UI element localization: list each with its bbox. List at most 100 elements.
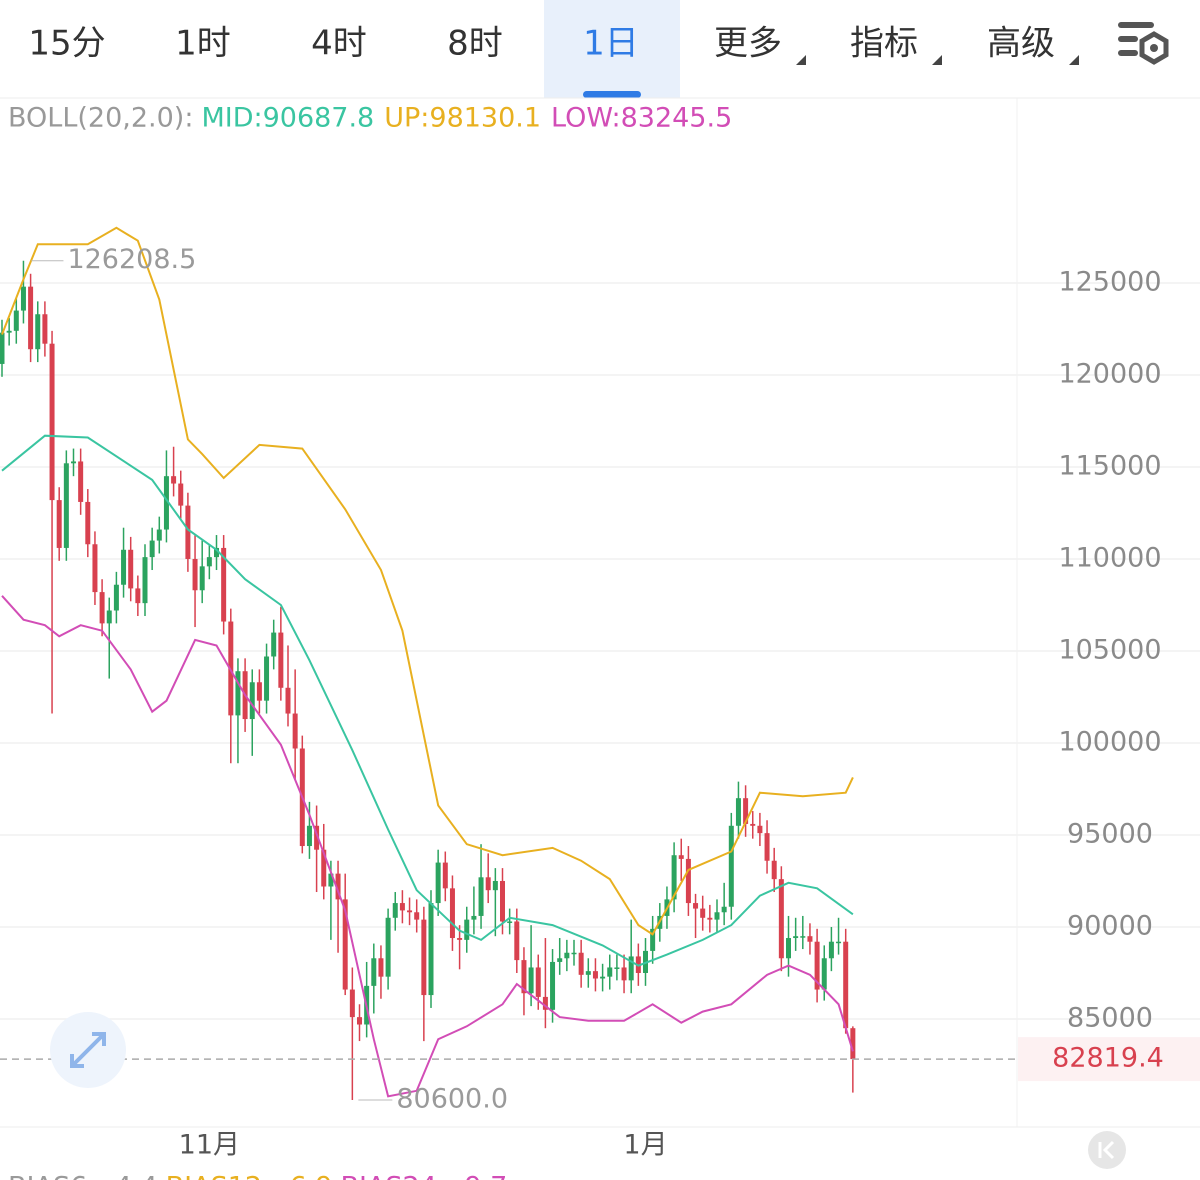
y-tick-label: 95000 <box>1067 818 1153 849</box>
tab[interactable]: 4时 <box>311 24 367 64</box>
candle-body <box>771 860 777 880</box>
candle-body <box>192 558 198 591</box>
legend-entry: UP:98130.1 <box>384 103 541 134</box>
indicator-label: BOLL(20,2.0): <box>8 103 193 134</box>
candle-body <box>349 989 355 1018</box>
candle-body <box>214 547 219 558</box>
candle-body <box>571 952 577 955</box>
candle-body <box>142 557 148 604</box>
candle-body <box>449 888 455 939</box>
candle-body <box>735 798 741 826</box>
candle-body <box>700 908 706 918</box>
candle-body <box>478 877 484 916</box>
candle-body <box>357 1017 362 1025</box>
candle-body <box>171 476 177 484</box>
candle-body <box>314 825 320 850</box>
boll-up <box>1 226 854 936</box>
last-price-bg <box>1018 1037 1200 1082</box>
candle-body <box>800 936 806 938</box>
candle-body <box>256 682 262 701</box>
candle-body <box>471 915 477 920</box>
candle-body <box>342 899 348 990</box>
tab[interactable]: 1时 <box>175 24 231 64</box>
candle-body <box>485 877 491 891</box>
legend-entry: LOW:83245.5 <box>551 103 732 134</box>
dropdown-caret <box>1069 55 1079 65</box>
candle-body <box>99 592 105 624</box>
candle-body <box>550 961 556 1010</box>
candle-body <box>264 656 270 701</box>
candle-body <box>521 960 527 994</box>
legend-entry: MID:90687.8 <box>201 103 374 134</box>
candle-body <box>378 958 384 977</box>
candle-body <box>743 798 749 824</box>
candle-body <box>500 880 505 922</box>
candle-body <box>6 330 12 333</box>
sub-indicator-label: BIAS12: -6.9 <box>166 1172 333 1180</box>
candle-body <box>585 971 591 975</box>
candle-body <box>807 936 813 942</box>
y-tick-label: 90000 <box>1067 910 1153 941</box>
candle-body <box>199 566 205 591</box>
candle-body <box>721 906 727 913</box>
y-tick-label: 110000 <box>1058 542 1161 573</box>
candle-body <box>371 958 377 986</box>
tab[interactable]: 指标 <box>850 24 918 64</box>
active-tab-indicator <box>583 91 641 98</box>
candle-body <box>614 967 620 969</box>
candle-body <box>778 879 784 959</box>
candle-body <box>42 314 48 344</box>
candle-body <box>507 921 513 923</box>
active-tab-bg <box>544 0 680 98</box>
boll-low <box>1 595 854 1098</box>
candle-body <box>514 921 520 961</box>
candle-body <box>671 855 677 900</box>
candle-body <box>564 952 570 959</box>
candle-body <box>235 671 241 716</box>
candle-body <box>528 967 534 994</box>
candle-body <box>113 584 119 611</box>
candle-body <box>20 286 26 311</box>
y-tick-label: 100000 <box>1058 726 1161 757</box>
candle-body <box>786 938 791 959</box>
candle-body <box>435 862 441 904</box>
last-price-label: 82819.4 <box>1052 1043 1164 1074</box>
candle-body <box>757 825 763 834</box>
candle-body <box>28 286 34 350</box>
tab[interactable]: 1日 <box>583 24 639 64</box>
fullscreen-button[interactable] <box>50 1012 126 1088</box>
x-tick-label: 11月 <box>179 1130 240 1161</box>
candle-body <box>628 956 634 981</box>
candle-body <box>457 938 463 940</box>
candle-body <box>78 461 84 502</box>
sub-indicator-label: BIAS24: -9.7 <box>340 1172 507 1180</box>
candle-body <box>707 917 713 920</box>
jump-latest-button[interactable] <box>1088 1131 1126 1169</box>
tab[interactable]: 8时 <box>447 24 503 64</box>
y-tick-label: 85000 <box>1067 1002 1153 1033</box>
candle-body <box>271 632 277 657</box>
candle-body <box>421 919 427 996</box>
candle-body <box>600 976 606 979</box>
sub-indicator-label: BIAS6: -4.4 <box>8 1172 158 1180</box>
candle-body <box>71 461 76 464</box>
candle-body <box>292 713 298 749</box>
candle-body <box>407 910 413 913</box>
settings-icon[interactable] <box>1118 22 1169 65</box>
candle-body <box>678 855 684 859</box>
tab[interactable]: 更多 <box>714 24 782 64</box>
min-label: 80600.0 <box>396 1083 508 1114</box>
y-tick-label: 125000 <box>1058 266 1161 297</box>
candle-body <box>693 903 699 909</box>
candle-body <box>492 880 498 891</box>
tab[interactable]: 15分 <box>28 24 105 64</box>
candle-body <box>156 529 162 541</box>
candle-body <box>278 632 284 688</box>
candle-body <box>385 917 391 977</box>
candle-body <box>578 952 584 975</box>
candle-body <box>63 463 69 548</box>
y-tick-label: 115000 <box>1058 450 1161 481</box>
tab[interactable]: 高级 <box>987 24 1055 64</box>
